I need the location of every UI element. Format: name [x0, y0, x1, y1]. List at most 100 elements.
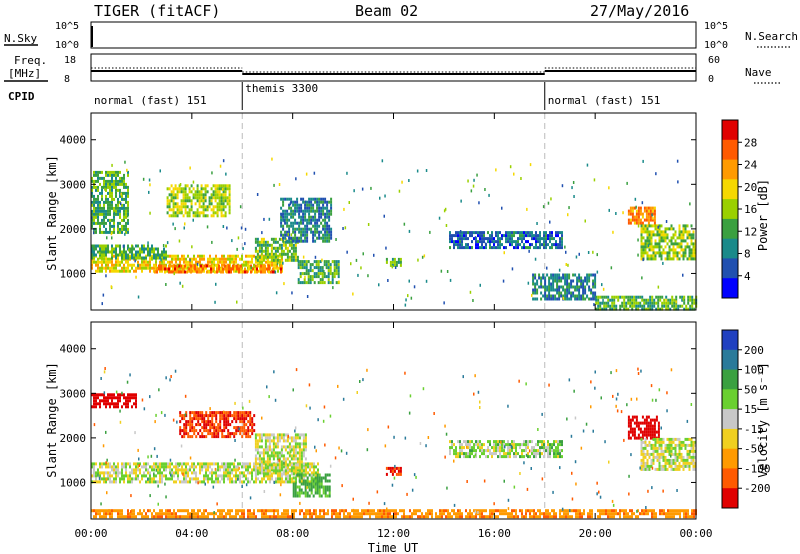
- echo-cell: [633, 427, 636, 431]
- echo-cell: [240, 264, 242, 268]
- echo-cell: [119, 471, 121, 475]
- echo-cell: [149, 183, 151, 187]
- echo-cell: [296, 463, 299, 467]
- echo-cell: [141, 269, 143, 273]
- echo-cell: [495, 234, 497, 238]
- echo-cell: [117, 179, 119, 183]
- echo-cell: [147, 480, 149, 484]
- echo-cell: [181, 465, 183, 469]
- echo-cell: [507, 455, 509, 459]
- echo-cell: [690, 443, 693, 447]
- echo-cell: [690, 233, 693, 237]
- echo-cell: [180, 202, 183, 206]
- echo-cell: [278, 472, 281, 476]
- echo-cell: [244, 267, 246, 271]
- echo-cell: [407, 294, 409, 298]
- echo-cell: [251, 420, 254, 424]
- echo-cell: [121, 468, 123, 472]
- echo-cell: [179, 257, 181, 261]
- echo-cell: [361, 187, 364, 191]
- echo-cell: [120, 192, 122, 196]
- echo-cell: [191, 477, 193, 481]
- echo-cell: [533, 246, 535, 250]
- echo-cell: [272, 270, 274, 274]
- echo-cell: [597, 301, 600, 305]
- echo-cell: [672, 446, 675, 450]
- echo-cell: [193, 432, 196, 436]
- echo-cell: [288, 203, 291, 207]
- echo-cell: [256, 264, 258, 268]
- echo-cell: [292, 209, 295, 213]
- echo-cell: [91, 244, 93, 248]
- echo-cell: [552, 282, 555, 286]
- echo-cell: [308, 473, 311, 477]
- echo-cell: [678, 467, 681, 471]
- echo-cell: [308, 212, 311, 216]
- echo-cell: [135, 250, 137, 254]
- echo-cell: [169, 512, 171, 516]
- echo-cell: [294, 485, 297, 489]
- echo-cell: [292, 472, 295, 476]
- echo-cell: [654, 446, 657, 450]
- echo-cell: [93, 465, 95, 469]
- echo-cell: [256, 252, 259, 256]
- echo-cell: [658, 242, 661, 246]
- echo-cell: [660, 464, 663, 468]
- echo-cell: [266, 267, 268, 271]
- echo-cell: [298, 448, 301, 452]
- echo-cell: [328, 209, 331, 213]
- echo-cell: [154, 264, 156, 268]
- echo-cell: [209, 429, 212, 433]
- echo-cell: [198, 205, 201, 209]
- echo-cell: [644, 230, 647, 234]
- echo-cell: [145, 266, 147, 270]
- echo-cell: [668, 227, 671, 231]
- echo-cell: [529, 231, 531, 235]
- echo-cell: [295, 480, 297, 484]
- echo-cell: [284, 218, 287, 222]
- echo-cell: [527, 246, 529, 250]
- echo-cell: [127, 266, 129, 270]
- echo-cell: [551, 449, 553, 453]
- echo-cell: [245, 435, 248, 439]
- echo-cell: [513, 455, 515, 459]
- echo-cell: [296, 485, 299, 489]
- echo-cell: [180, 199, 183, 203]
- echo-cell: [207, 423, 210, 427]
- echo-cell: [180, 270, 182, 274]
- echo-cell: [545, 234, 547, 238]
- echo-cell: [481, 443, 483, 447]
- echo-cell: [133, 253, 135, 257]
- echo-cell: [317, 275, 320, 279]
- echo-cell: [679, 295, 682, 299]
- echo-cell: [227, 477, 229, 481]
- echo-cell: [223, 468, 225, 472]
- echo-cell: [239, 420, 242, 424]
- echo-cell: [643, 218, 646, 222]
- echo-cell: [181, 257, 183, 261]
- echo-cell: [261, 480, 263, 484]
- echo-cell: [227, 435, 230, 439]
- echo-cell: [548, 288, 551, 292]
- echo-cell: [109, 402, 111, 406]
- echo-cell: [247, 420, 250, 424]
- echo-cell: [211, 480, 213, 484]
- echo-cell: [143, 474, 145, 478]
- echo-cell: [143, 256, 145, 260]
- echo-cell: [93, 471, 95, 475]
- echo-cell: [290, 436, 293, 440]
- echo-cell: [471, 231, 473, 235]
- echo-cell: [174, 264, 176, 268]
- echo-cell: [95, 509, 97, 513]
- echo-cell: [487, 440, 489, 444]
- echo-cell: [157, 471, 159, 475]
- echo-cell: [658, 230, 661, 234]
- echo-cell: [127, 480, 129, 484]
- echo-cell: [115, 474, 117, 478]
- echo-cell: [149, 253, 151, 257]
- echo-cell: [264, 267, 266, 271]
- echo-cell: [558, 276, 561, 280]
- echo-cell: [197, 423, 200, 427]
- echo-cell: [331, 281, 334, 285]
- echo-cell: [533, 455, 535, 459]
